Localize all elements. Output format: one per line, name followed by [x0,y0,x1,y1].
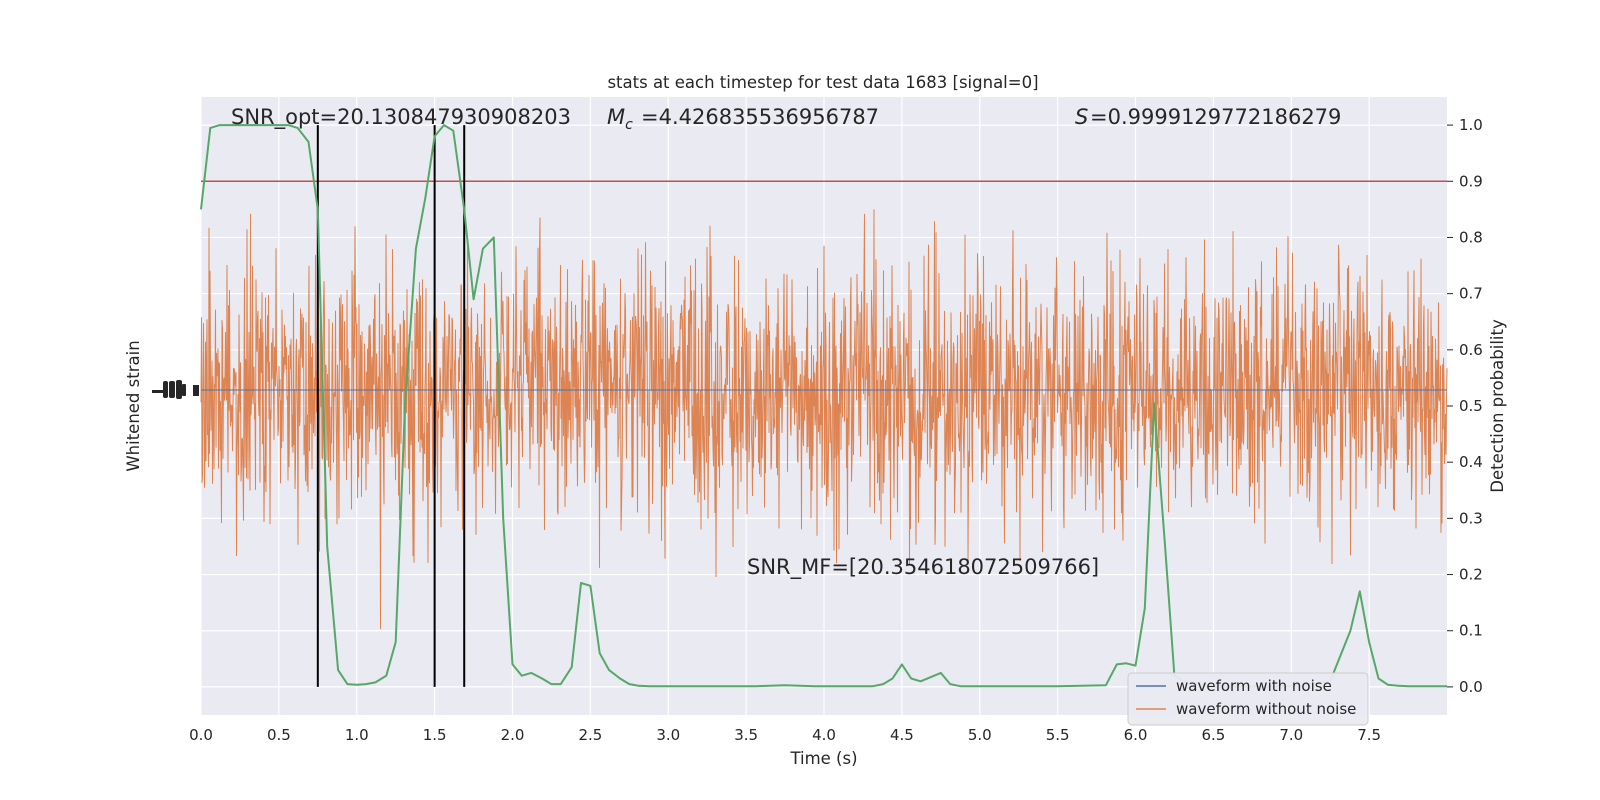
y-tick-label-3: 0.3 [1459,509,1483,527]
x-tick-label-0: 0.0 [189,726,213,744]
s-annotation-value: =0.9999129772186279 [1090,105,1341,129]
x-axis-label: Time (s) [789,749,857,768]
svg-text:Mc: Mc [607,105,633,133]
snr-mf-annotation: SNR_MF=[20.354618072509766] [747,555,1099,580]
y-tick-label-10: 1.0 [1459,116,1483,134]
x-tick-label-8: 4.0 [812,726,836,744]
x-tick-label-2: 1.0 [345,726,369,744]
y-tick-label-7: 0.7 [1459,285,1483,303]
x-tick-label-4: 2.0 [501,726,525,744]
x-tick-label-3: 1.5 [423,726,447,744]
y-tick-label-5: 0.5 [1459,397,1483,415]
x-tick-label-6: 3.0 [656,726,680,744]
y-tick-label-2: 0.2 [1459,566,1483,584]
legend: waveform with noise waveform without noi… [1127,672,1369,726]
chart-title: stats at each timestep for test data 168… [607,73,1038,92]
detection-probability-series [200,124,1447,688]
legend-label-without-noise: waveform without noise [1176,700,1356,718]
y-tick-label-6: 0.6 [1459,341,1483,359]
y-left-axis-label: Whitened strain [124,340,143,471]
left-axis-tick-cluster [152,380,199,399]
x-tick-label-12: 6.0 [1124,726,1148,744]
x-tick-label-13: 6.5 [1201,726,1225,744]
y-tick-label-9: 0.9 [1459,172,1483,190]
legend-label-with-noise: waveform with noise [1176,677,1332,695]
mc-annotation: Mc =4.426835536956787 [607,105,879,133]
x-tick-label-7: 3.5 [734,726,758,744]
y-right-axis-ticks: 0.0 0.1 0.2 0.3 0.4 0.5 0.6 0.7 0.8 0.9 1.0 [1447,116,1483,696]
x-axis-ticks: 0.0 0.5 1.0 1.5 2.0 2.5 3.0 3.5 4.0 4.5 5.0 5.5 6.0 6… [189,726,1381,744]
x-tick-label-10: 5.0 [968,726,992,744]
y-tick-label-4: 0.4 [1459,453,1483,471]
x-tick-label-15: 7.5 [1357,726,1381,744]
x-tick-label-14: 7.0 [1279,726,1303,744]
y-right-axis-label: Detection probability [1488,319,1507,493]
svg-text:S: S [1075,105,1088,129]
mc-annotation-value: =4.426835536956787 [641,105,879,129]
snr-opt-annotation: SNR_opt=20.130847930908203 [231,105,571,130]
x-tick-label-11: 5.5 [1046,726,1070,744]
s-annotation: S =0.9999129772186279 [1075,105,1341,129]
waveform-without-noise-series [200,209,1448,629]
y-tick-label-1: 0.1 [1459,622,1483,640]
x-tick-label-5: 2.5 [578,726,602,744]
x-tick-label-9: 4.5 [890,726,914,744]
y-tick-label-8: 0.8 [1459,228,1483,246]
waveform-path [200,209,1448,629]
y-tick-label-0: 0.0 [1459,678,1483,696]
x-tick-label-1: 0.5 [267,726,291,744]
